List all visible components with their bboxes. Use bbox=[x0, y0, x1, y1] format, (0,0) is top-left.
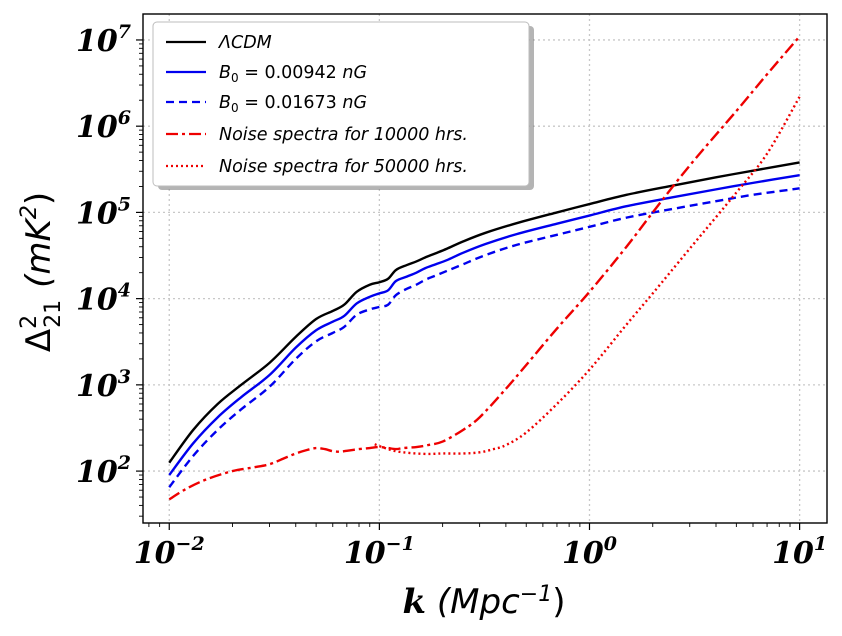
y-tick-label: 102 bbox=[76, 452, 131, 490]
legend-label-noise-10000: Noise spectra for 10000 hrs. bbox=[219, 125, 468, 145]
legend-label-b0-00942: B0 = 0.00942 nG bbox=[219, 63, 367, 85]
x-axis-label-close: ) bbox=[552, 582, 565, 622]
y-axis-label-unit: (mK bbox=[19, 216, 59, 287]
x-axis-label-exp: −1 bbox=[520, 582, 552, 607]
axis-ticks bbox=[136, 39, 801, 530]
series-line-0 bbox=[168, 161, 800, 464]
plot-area-frame bbox=[142, 13, 828, 524]
y-axis-label-sup: 2 bbox=[17, 315, 42, 329]
y-tick-label: 103 bbox=[76, 366, 131, 404]
y-tick-label: 106 bbox=[76, 107, 131, 145]
y-axis-label: Δ221(mK2) bbox=[17, 192, 66, 352]
series-line-3 bbox=[168, 35, 801, 501]
x-axis-label: k (Mpc−1) bbox=[403, 582, 566, 623]
legend: ΛCDM B0 = 0.00942 nG B0 = 0.01673 nG Noi… bbox=[152, 21, 534, 190]
tick-labels: 10−2 10−1 100 101 102 103 104 105 106 107 bbox=[76, 21, 827, 571]
y-axis-label-sub: 21 bbox=[41, 300, 66, 328]
y-tick-label: 104 bbox=[76, 280, 131, 318]
x-tick-label: 101 bbox=[772, 533, 827, 571]
y-tick-label: 107 bbox=[76, 21, 131, 59]
y-axis-label-unit-exp: 2 bbox=[17, 205, 42, 219]
legend-label-noise-50000: Noise spectra for 50000 hrs. bbox=[219, 157, 468, 177]
x-tick-label: 100 bbox=[562, 533, 617, 571]
x-tick-label: 10−1 bbox=[344, 533, 415, 571]
x-axis-label-unit: (Mpc bbox=[426, 582, 520, 622]
x-tick-label: 10−2 bbox=[134, 533, 205, 571]
series-line-2 bbox=[168, 187, 800, 488]
series-line-1 bbox=[168, 174, 800, 476]
legend-box bbox=[152, 21, 530, 187]
series-group bbox=[168, 35, 801, 501]
y-axis-label-delta: Δ bbox=[19, 329, 59, 352]
legend-label-lcdm: ΛCDM bbox=[217, 33, 272, 53]
legend-label-b0-01673: B0 = 0.01673 nG bbox=[219, 93, 367, 115]
y-axis-label-close: ) bbox=[19, 192, 59, 205]
y-tick-label: 105 bbox=[76, 193, 131, 231]
x-axis-label-main: k bbox=[403, 582, 427, 622]
